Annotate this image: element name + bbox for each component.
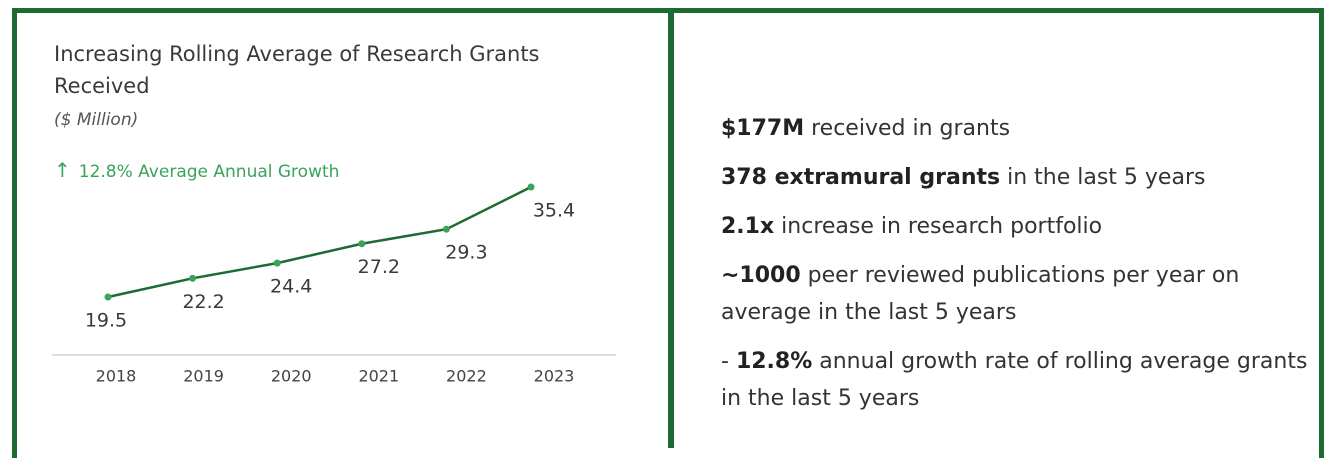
data-label: 27.2: [358, 256, 400, 278]
growth-annotation: ↑ 12.8% Average Annual Growth: [54, 158, 339, 182]
chart: 19.5 2018 22.2 2019 24.4 2020 27.2 2021 29.3 2022…: [52, 183, 616, 386]
data-line: [107, 185, 532, 299]
fact-item: ~1000 peer reviewed publications per yea…: [721, 257, 1321, 331]
data-label: 35.4: [533, 200, 575, 222]
growth-text: 12.8% Average Annual Growth: [78, 162, 340, 182]
x-tick-label: 2023: [534, 367, 575, 386]
data-label: 24.4: [270, 276, 312, 298]
fact-highlight: 12.8%: [735, 349, 813, 374]
fact-highlight: $177M: [721, 116, 805, 141]
data-label: 22.2: [182, 291, 224, 313]
fact-highlight: ~1000: [721, 263, 801, 288]
data-point: [527, 183, 535, 191]
data-label: 29.3: [445, 242, 487, 264]
chart-title: Increasing Rolling Average of Research G…: [54, 42, 540, 98]
up-arrow: ↑: [54, 158, 71, 182]
x-tick-label: 2019: [183, 367, 224, 386]
fact-highlight: 2.1x: [721, 214, 775, 239]
fact-highlight: 378 extramural grants: [721, 165, 1001, 190]
fact-item: 378 extramural grants in the last 5 year…: [721, 159, 1321, 196]
data-point: [273, 259, 281, 267]
x-tick-label: 2018: [96, 367, 137, 386]
fact-text: annual growth rate of rolling average gr…: [721, 349, 1308, 411]
data-point: [442, 225, 450, 233]
data-label: 19.5: [85, 310, 127, 332]
fact-item: 2.1x increase in research portfolio: [721, 208, 1321, 245]
x-tick-label: 2022: [446, 367, 487, 386]
chart-subtitle: ($ Million): [54, 110, 139, 130]
data-point: [189, 274, 197, 282]
page: {"chart_data": {"type": "line", "title":…: [12, 8, 1324, 458]
facts-list: $177M received in grants 378 extramural g…: [721, 110, 1321, 429]
fact-text: peer reviewed publications per year on a…: [721, 263, 1240, 325]
fact-item: - 12.8% annual growth rate of rolling av…: [721, 343, 1321, 417]
data-point: [104, 293, 112, 301]
fact-text: increase in research portfolio: [774, 214, 1103, 239]
data-point: [358, 240, 366, 248]
panel-divider: [668, 8, 674, 448]
fact-text: in the last 5 years: [1000, 165, 1206, 190]
fact-text: received in grants: [804, 116, 1011, 141]
x-tick-label: 2020: [271, 367, 312, 386]
x-tick-label: 2021: [358, 367, 399, 386]
fact-text: -: [721, 349, 736, 374]
fact-item: $177M received in grants: [721, 110, 1321, 147]
